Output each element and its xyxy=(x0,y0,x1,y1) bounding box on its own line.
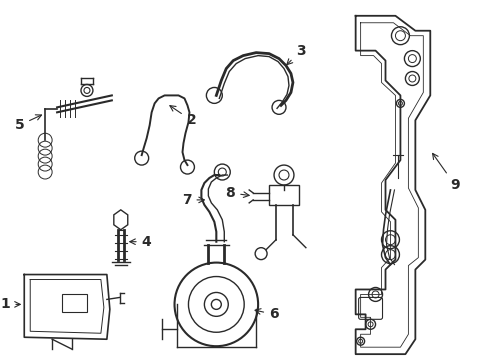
Bar xyxy=(62,294,87,312)
Bar xyxy=(268,185,298,205)
Text: 1: 1 xyxy=(0,297,20,311)
Text: 2: 2 xyxy=(169,105,196,127)
Text: 7: 7 xyxy=(182,193,204,207)
Text: 3: 3 xyxy=(286,44,305,65)
Text: 8: 8 xyxy=(225,186,249,200)
Text: 6: 6 xyxy=(255,307,278,321)
Text: 9: 9 xyxy=(432,153,459,192)
Text: 5: 5 xyxy=(15,115,41,132)
Text: 4: 4 xyxy=(129,235,151,249)
